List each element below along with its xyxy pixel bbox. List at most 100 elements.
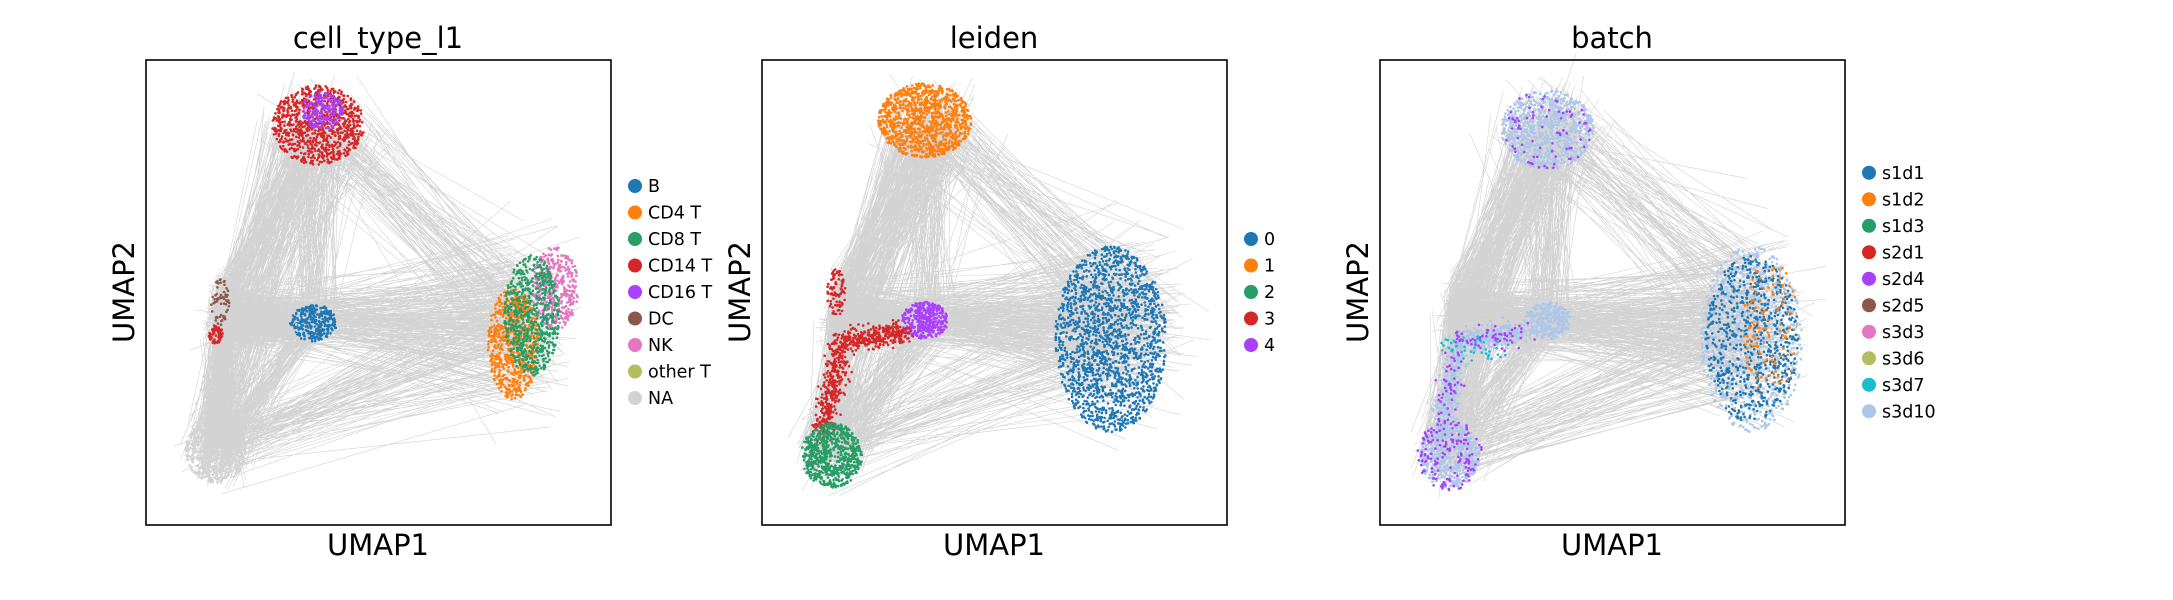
x-axis-label: UMAP1 [943, 528, 1045, 562]
axes-frame [145, 59, 612, 526]
cell-points [901, 300, 948, 340]
legend-label: s1d3 [1882, 217, 1925, 237]
cluster-4 [901, 300, 948, 340]
cell-points [1419, 421, 1481, 489]
legend-marker [628, 232, 642, 246]
legend-marker [1862, 218, 1876, 233]
legend-marker [1862, 271, 1876, 286]
cell-points [1428, 316, 1532, 445]
batch-bottom-s2d4 [1416, 421, 1483, 492]
legend-label: CD8 T [648, 230, 701, 250]
cell-points [184, 417, 247, 484]
legend-marker [1862, 351, 1876, 366]
legend-label: NK [648, 336, 673, 356]
legend-marker [1862, 377, 1876, 392]
legend-marker [628, 205, 642, 220]
panel-title: cell_type_l1 [293, 21, 463, 55]
cell-points [209, 277, 231, 326]
legend-label: 2 [1264, 283, 1275, 303]
scatter-area [173, 72, 582, 495]
x-axis-label: UMAP1 [1561, 528, 1663, 562]
x-axis-label: UMAP1 [327, 528, 429, 562]
cell-points [801, 422, 864, 489]
legend-label: s1d1 [1882, 164, 1925, 184]
cell-points [195, 316, 301, 448]
cell-points [288, 304, 338, 343]
legend-item: 3 [1244, 310, 1275, 330]
legend-label: 3 [1264, 310, 1275, 330]
batch-right-s1d1 [1704, 254, 1800, 421]
legend-marker [628, 258, 642, 273]
legend-item: s1d1 [1862, 164, 1925, 184]
legend-item: 4 [1244, 336, 1275, 356]
cluster-dc [209, 277, 231, 326]
legend-item: s2d4 [1862, 270, 1925, 290]
legend-marker [628, 338, 642, 352]
cluster-cd14-small [207, 324, 224, 345]
cell-points [1704, 254, 1800, 421]
legend-label: s3d10 [1882, 402, 1936, 422]
panel-batch: batch UMAP1 UMAP2 s1d1 s1d2 s1d3 s2d1 s2d4 s2… [1341, 21, 1936, 562]
axes-frame [761, 59, 1228, 526]
cell-points [531, 246, 579, 331]
legend-item: CD4 T [628, 204, 701, 224]
panel-leiden: leiden UMAP1 UMAP2 0 1 2 3 4 [723, 21, 1275, 562]
batch-mid [1524, 300, 1572, 340]
y-axis-label: UMAP2 [1341, 241, 1375, 343]
legend: B CD4 T CD8 T CD14 T CD16 T DC NK other T NA [628, 177, 713, 409]
panel-cell-type-l1: cell_type_l1 UMAP1 UMAP2 B CD4 T CD8 T CD14… [107, 21, 713, 562]
legend-label: s1d2 [1882, 190, 1925, 210]
cluster-3-upper [826, 268, 847, 316]
y-axis-label: UMAP2 [107, 241, 141, 343]
batch-s3d7 [1440, 335, 1510, 362]
legend-item: s1d2 [1862, 190, 1925, 210]
legend-label: 4 [1264, 336, 1275, 356]
legend-label: CD16 T [648, 283, 713, 303]
legend-marker [628, 364, 642, 379]
legend-marker [1862, 245, 1876, 260]
cell-points [503, 254, 561, 377]
panel-title: leiden [950, 21, 1039, 55]
axes-frame [1379, 59, 1846, 526]
legend-marker [1862, 165, 1876, 180]
legend-item: NK [628, 336, 673, 356]
legend-label: CD14 T [648, 257, 713, 277]
cell-points [1440, 335, 1510, 362]
cell-points [876, 82, 973, 159]
scatter-area [1410, 53, 1827, 498]
legend-item: s1d3 [1862, 217, 1925, 237]
legend-item: s3d7 [1862, 376, 1925, 396]
legend-marker [1244, 258, 1258, 273]
cell-points [1054, 245, 1167, 433]
legend: 0 1 2 3 4 [1244, 230, 1275, 356]
cell-points [302, 91, 345, 130]
cluster-na [184, 417, 247, 484]
batch-top-accent [1505, 93, 1592, 170]
legend-marker [1244, 232, 1258, 246]
panel-title: batch [1571, 21, 1653, 55]
legend-marker [1244, 311, 1258, 326]
legend-item: NA [628, 389, 673, 409]
legend-item: DC [628, 310, 674, 330]
cell-points [811, 319, 915, 446]
cluster-cd16-t [302, 91, 345, 130]
legend-marker [628, 391, 642, 405]
batch-bottom [1419, 421, 1481, 489]
legend-label: s3d6 [1882, 349, 1925, 369]
legend-label: 1 [1264, 257, 1275, 277]
cell-points [1505, 93, 1592, 170]
legend-label: CD4 T [648, 204, 701, 224]
legend-item: s2d5 [1862, 296, 1925, 316]
legend-item: CD8 T [628, 230, 701, 250]
legend-marker [1862, 298, 1876, 313]
legend-label: 0 [1264, 230, 1275, 250]
cluster-na-tail [195, 316, 301, 448]
legend: s1d1 s1d2 s1d3 s2d1 s2d4 s2d5 s3d3 s3d6 s3d7 s3d1… [1862, 164, 1936, 422]
legend-marker [1244, 338, 1258, 352]
legend-label: other T [648, 363, 711, 383]
cluster-cd8-t [503, 254, 561, 377]
graph-edges [1410, 53, 1827, 498]
cell-points [826, 268, 847, 316]
legend-item: s3d3 [1862, 323, 1925, 343]
